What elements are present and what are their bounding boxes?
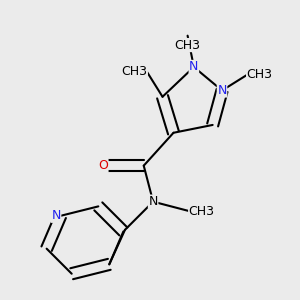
Text: CH3: CH3 — [175, 39, 201, 52]
Text: N: N — [51, 209, 61, 222]
Text: N: N — [218, 84, 227, 97]
Text: CH3: CH3 — [247, 68, 273, 81]
Text: N: N — [189, 61, 199, 74]
Text: CH3: CH3 — [121, 65, 147, 78]
Text: CH3: CH3 — [189, 205, 215, 218]
Text: O: O — [98, 159, 108, 172]
Text: N: N — [148, 195, 158, 208]
